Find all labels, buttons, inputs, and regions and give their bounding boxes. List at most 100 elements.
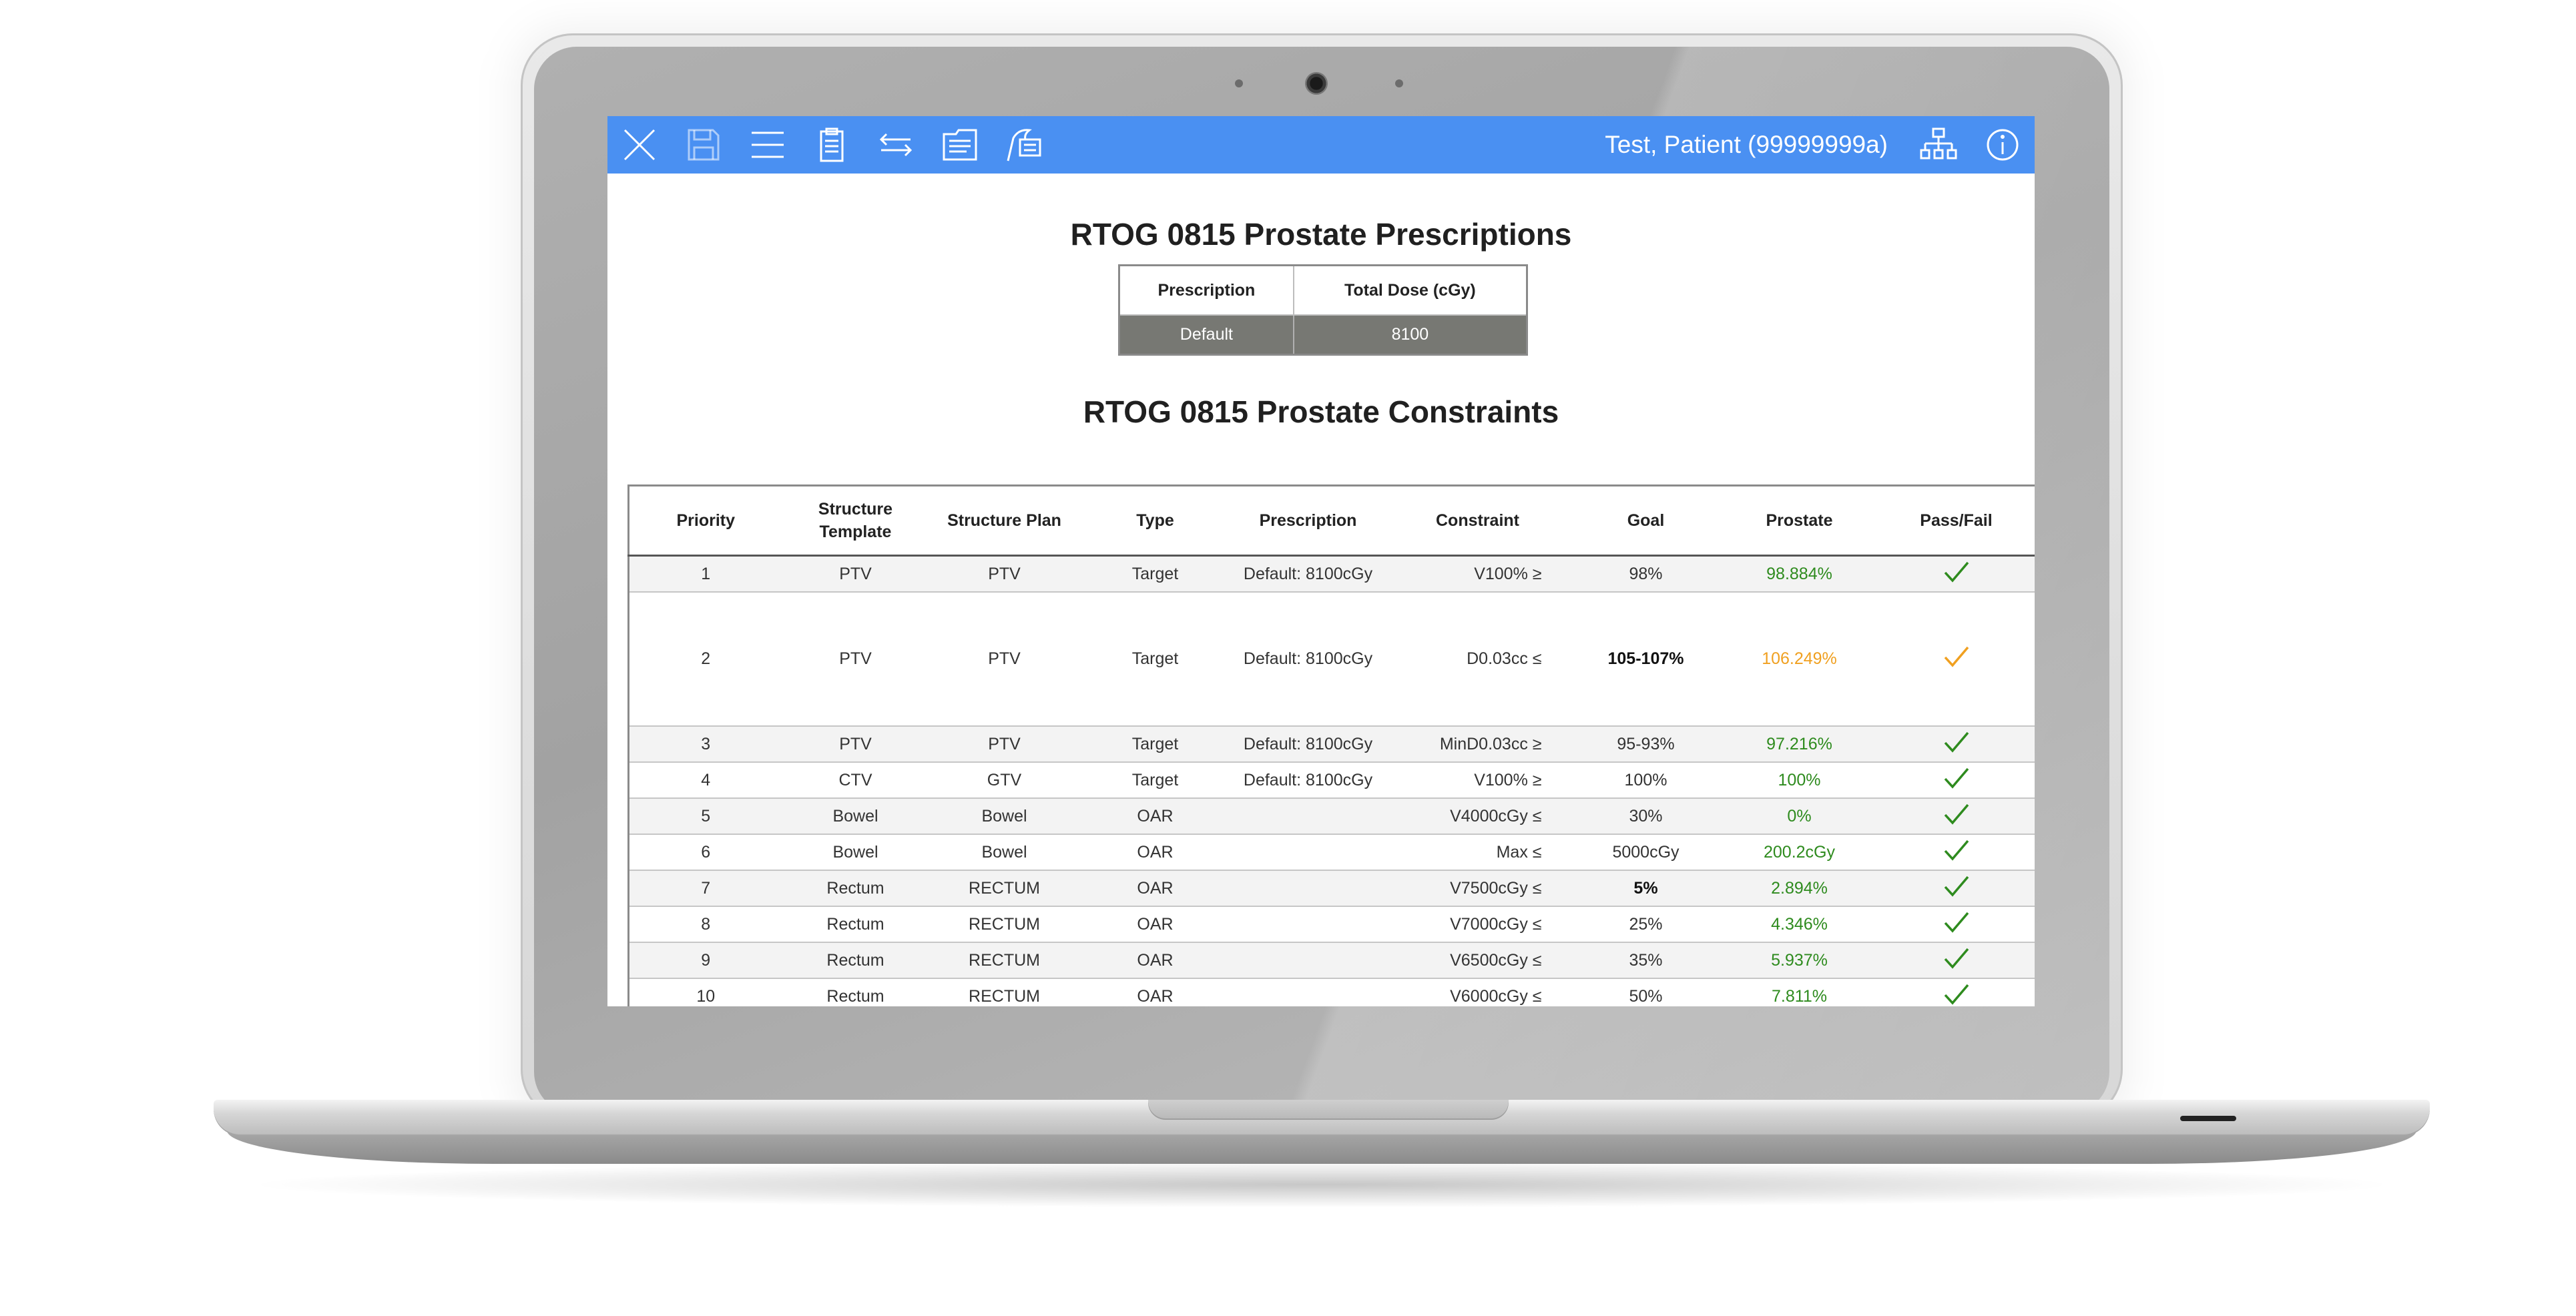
table-row[interactable]: 2 PTV PTV Target Default: 8100cGy D0.03cc ≤10…: [628, 592, 2035, 727]
prescriptions-header: Prescription: [1118, 264, 1294, 316]
close-icon[interactable]: [607, 116, 672, 174]
structure-template-cell: Rectum: [782, 978, 929, 1006]
goal-cell: 5000cGy: [1569, 834, 1722, 871]
structure-template-cell: Bowel: [782, 798, 929, 835]
header-prescription[interactable]: Prescription: [1230, 485, 1386, 557]
constraint-cell: D0.03cc ≤: [1385, 592, 1570, 727]
save-icon[interactable]: [672, 116, 736, 174]
report-icon[interactable]: [928, 116, 992, 174]
header-structure-plan[interactable]: Structure Plan: [929, 485, 1080, 557]
goal-cell: 35%: [1569, 942, 1722, 979]
table-row[interactable]: 6 Bowel Bowel OAR Max ≤5000cGy 200.2cGy: [628, 834, 2035, 871]
structure-plan-cell: RECTUM: [929, 942, 1080, 979]
prescription-cell: [1230, 942, 1386, 979]
pass-fail-cell: [1876, 870, 2035, 907]
prescription-cell: [1230, 906, 1386, 943]
constraints-title: RTOG 0815 Prostate Constraints: [1083, 394, 1559, 429]
structure-template-cell: Rectum: [782, 870, 929, 907]
structure-plan-cell: PTV: [929, 592, 1080, 727]
prescription-cell: Default: 8100cGy: [1230, 555, 1386, 593]
pass-fail-cell: [1876, 555, 2035, 593]
structure-template-cell: PTV: [782, 592, 929, 727]
checkmark-icon: [1944, 840, 1969, 861]
prescription-dose: 8100: [1292, 314, 1528, 356]
goal-cell: 100%: [1569, 762, 1722, 799]
checkmark-icon: [1944, 803, 1969, 825]
clipboard-icon[interactable]: [800, 116, 864, 174]
checkmark-icon: [1944, 984, 1969, 1005]
info-icon[interactable]: [1971, 116, 2035, 174]
constraint-cell: V6000cGy ≤: [1385, 978, 1570, 1006]
table-row[interactable]: 4 CTV GTV Target Default: 8100cGy V100% ≥100%…: [628, 762, 2035, 799]
prostate-result-cell: 106.249%: [1722, 592, 1877, 727]
constraint-cell: V7500cGy ≤: [1385, 870, 1570, 907]
constraint-cell: Max ≤: [1385, 834, 1570, 871]
table-row[interactable]: 10 Rectum RECTUM OAR V6000cGy ≤50% 7.811%: [628, 978, 2035, 1006]
structure-plan-cell: GTV: [929, 762, 1080, 799]
prostate-result-cell: 200.2cGy: [1722, 834, 1877, 871]
priority-cell: 2: [628, 592, 782, 727]
header-type[interactable]: Type: [1079, 485, 1231, 557]
type-cell: Target: [1079, 555, 1231, 593]
structure-template-cell: PTV: [782, 555, 929, 593]
structure-plan-cell: PTV: [929, 555, 1080, 593]
prostate-result-cell: 2.894%: [1722, 870, 1877, 907]
header-goal[interactable]: Goal: [1569, 485, 1722, 557]
prescription-cell: [1230, 798, 1386, 835]
prescriptions-row[interactable]: Default 8100: [1118, 314, 1528, 356]
prostate-result-cell: 97.216%: [1722, 726, 1877, 763]
prescriptions-header-row: Prescription Total Dose (cGy): [1118, 264, 1528, 316]
pass-fail-cell: [1876, 978, 2035, 1006]
table-row[interactable]: 5 Bowel Bowel OAR V4000cGy ≤30% 0%: [628, 798, 2035, 835]
priority-cell: 3: [628, 726, 782, 763]
goal-cell: 30%: [1569, 798, 1722, 835]
header-pass-fail[interactable]: Pass/Fail: [1876, 485, 2035, 557]
structure-plan-cell: RECTUM: [929, 906, 1080, 943]
type-cell: OAR: [1079, 834, 1231, 871]
constraint-cell: V7000cGy ≤: [1385, 906, 1570, 943]
structure-template-cell: Rectum: [782, 906, 929, 943]
app-toolbar: Test, Patient (99999999a): [607, 116, 2035, 174]
structure-plan-cell: RECTUM: [929, 870, 1080, 907]
priority-cell: 5: [628, 798, 782, 835]
camera-sensor-left: [1235, 79, 1243, 87]
prostate-result-cell: 100%: [1722, 762, 1877, 799]
laptop-port: [2180, 1116, 2236, 1121]
tools-icon[interactable]: [992, 116, 1056, 174]
table-row[interactable]: 1 PTV PTV Target Default: 8100cGy V100% ≥98% 9…: [628, 555, 2035, 593]
structure-plan-cell: Bowel: [929, 798, 1080, 835]
constraint-cell: MinD0.03cc ≥: [1385, 726, 1570, 763]
goal-cell: 105-107%: [1569, 592, 1722, 727]
header-priority[interactable]: Priority: [628, 485, 782, 557]
priority-cell: 4: [628, 762, 782, 799]
constraint-cell: V6500cGy ≤: [1385, 942, 1570, 979]
laptop-screen: Test, Patient (99999999a) RTOG 0815 Pros…: [607, 116, 2035, 1006]
priority-cell: 9: [628, 942, 782, 979]
prescription-cell: [1230, 870, 1386, 907]
checkmark-icon: [1944, 646, 1969, 667]
header-structure-template[interactable]: Structure Template: [782, 485, 929, 557]
checkmark-icon: [1944, 876, 1969, 897]
constraints-body: 1 PTV PTV Target Default: 8100cGy V100% ≥98% 9…: [628, 555, 2035, 1006]
table-row[interactable]: 8 Rectum RECTUM OAR V7000cGy ≤25% 4.346%: [628, 906, 2035, 943]
constraint-cell: V100% ≥: [1385, 762, 1570, 799]
priority-cell: 1: [628, 555, 782, 593]
structure-plan-cell: RECTUM: [929, 978, 1080, 1006]
header-prostate[interactable]: Prostate: [1722, 485, 1877, 557]
table-row[interactable]: 3 PTV PTV Target Default: 8100cGy MinD0.03cc …: [628, 726, 2035, 763]
goal-cell: 25%: [1569, 906, 1722, 943]
header-constraint[interactable]: Constraint: [1385, 485, 1570, 557]
type-cell: OAR: [1079, 978, 1231, 1006]
table-row[interactable]: 9 Rectum RECTUM OAR V6500cGy ≤35% 5.937%: [628, 942, 2035, 979]
laptop-base-lower: [227, 1130, 2416, 1164]
menu-icon[interactable]: [736, 116, 800, 174]
structure-template-cell: Rectum: [782, 942, 929, 979]
type-cell: Target: [1079, 592, 1231, 727]
table-row[interactable]: 7 Rectum RECTUM OAR V7500cGy ≤5% 2.894%: [628, 870, 2035, 907]
pass-fail-cell: [1876, 592, 2035, 727]
prostate-result-cell: 5.937%: [1722, 942, 1877, 979]
hierarchy-icon[interactable]: [1906, 116, 1971, 174]
swap-icon[interactable]: [864, 116, 928, 174]
camera-icon: [1305, 72, 1328, 95]
structure-template-cell: Bowel: [782, 834, 929, 871]
